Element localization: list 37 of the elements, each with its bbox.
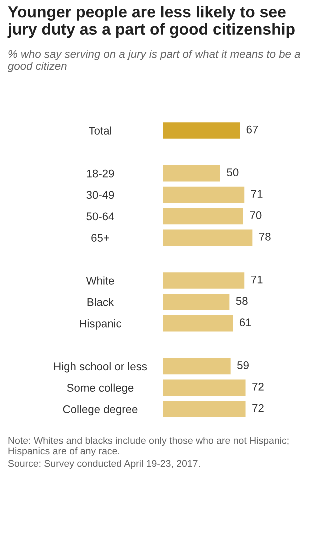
bar <box>163 208 244 225</box>
y-tick-label: White <box>86 276 114 285</box>
data-label: 72 <box>252 404 264 412</box>
data-label: 72 <box>252 382 264 391</box>
data-label: 61 <box>240 318 252 327</box>
y-tick-label: 50-64 <box>86 212 114 221</box>
data-label: 71 <box>251 190 263 198</box>
data-label: 58 <box>236 297 248 306</box>
bar <box>163 122 240 139</box>
bar <box>163 358 231 375</box>
y-tick-label: 65+ <box>92 234 110 242</box>
bar <box>163 401 246 418</box>
y-tick-label: Total <box>89 126 112 135</box>
bar <box>163 272 245 289</box>
source-note: Source: Survey conducted April 19-23, 2017. <box>8 460 200 470</box>
chart-title: Younger people are less likely to see jury duty as a part of good citizenship <box>8 6 295 38</box>
data-label: 67 <box>246 126 258 134</box>
y-tick-label: 30-49 <box>86 191 114 200</box>
y-tick-label: Some college <box>67 384 134 394</box>
chart-subtitle: % who say serving on a jury is part of what it means to be a good citizen <box>8 50 300 72</box>
y-tick-label: College degree <box>63 405 138 416</box>
bar <box>163 165 220 182</box>
y-tick-label: Black <box>88 298 114 306</box>
y-tick-label: High school or less <box>54 362 148 373</box>
bar <box>163 294 230 310</box>
data-label: 78 <box>260 232 271 241</box>
bar <box>163 230 253 246</box>
data-label: 70 <box>250 212 262 220</box>
bar <box>163 186 245 204</box>
bar <box>163 315 234 332</box>
y-tick-label: Hispanic <box>80 320 122 330</box>
data-label: 59 <box>238 362 249 370</box>
text: Note: Whites and blacks include only those who are not Hispanic; Hispanics are of any race. <box>8 437 289 457</box>
bar <box>163 380 246 396</box>
data-label: 50 <box>227 168 239 177</box>
data-label: 71 <box>251 276 263 284</box>
y-tick-label: 18-29 <box>87 170 114 178</box>
